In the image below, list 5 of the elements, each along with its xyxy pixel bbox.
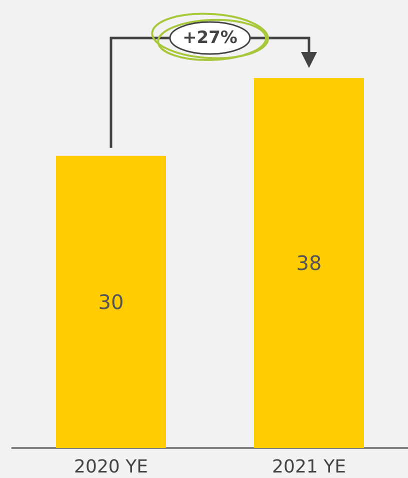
text: +27%: [182, 28, 238, 48]
data-label: 30: [98, 290, 124, 314]
x-tick-label: 2021 YE: [272, 456, 346, 478]
data-label: 38: [296, 251, 322, 275]
x-tick-label: 2020 YE: [74, 456, 148, 478]
